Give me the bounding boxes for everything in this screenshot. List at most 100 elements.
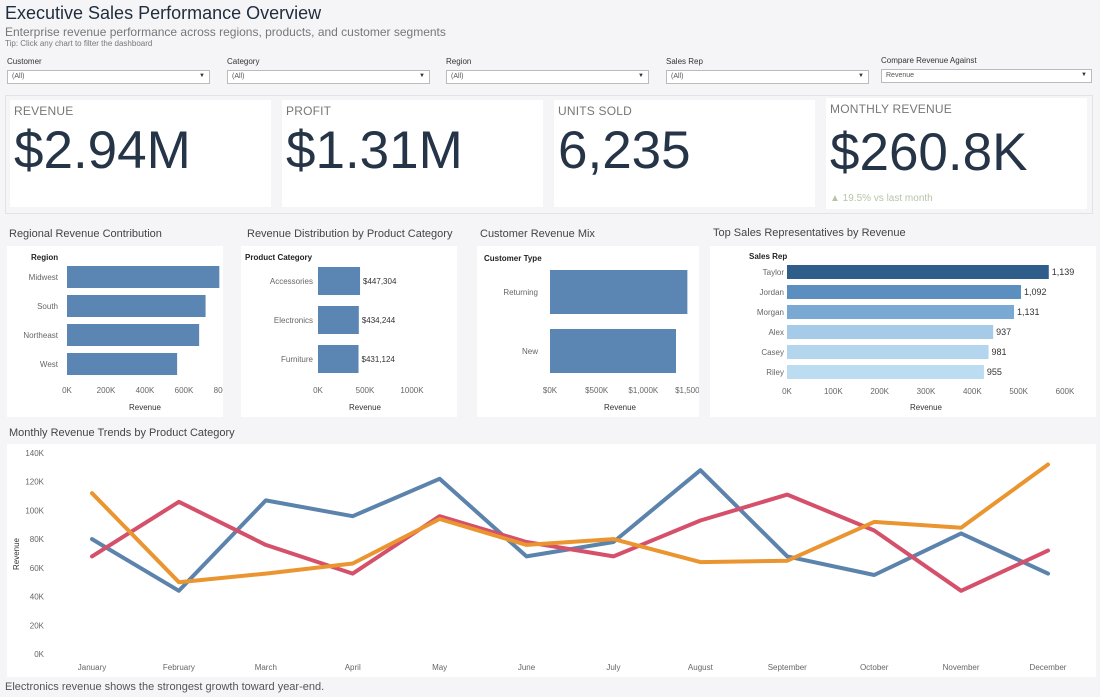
axis-label: Revenue (604, 403, 637, 412)
bar[interactable] (318, 345, 359, 373)
tick-label: 600K (175, 386, 194, 395)
tick-label: 300K (917, 387, 936, 396)
tick-label: 500K (356, 386, 375, 395)
region-select[interactable]: (All) ▼ (446, 70, 649, 84)
tick-label: $1,000K (628, 386, 658, 395)
y-tick-label: 120K (25, 478, 44, 487)
x-tick-label: December (1030, 663, 1067, 672)
data-label: $431,124 (362, 355, 396, 364)
dimension-label: Sales Rep (749, 252, 787, 261)
category-label: Taylor (763, 268, 785, 277)
page-title: Executive Sales Performance Overview (5, 3, 322, 23)
kpi-revenue[interactable]: REVENUE $2.94M (10, 100, 271, 207)
x-tick-label: July (606, 663, 620, 672)
bar[interactable] (67, 266, 220, 288)
axis-label: Revenue (910, 403, 943, 412)
dropdown-arrow-icon: ▼ (199, 73, 205, 79)
filter-value: (All) (12, 73, 25, 80)
category-label: Northeast (23, 331, 58, 340)
sales-rep-chart-panel[interactable]: Sales Rep Taylor 1,139 Jordan 1,092 Morgan 1,1… (710, 246, 1096, 417)
category-chart-panel[interactable]: Product Category Accessories $447,304 Elect… (241, 246, 457, 417)
sales-rep-chart-title: Top Sales Representatives by Revenue (713, 227, 906, 239)
category-label: South (37, 302, 58, 311)
category-label: Accessories (270, 277, 313, 286)
x-tick-label: May (432, 663, 447, 672)
filter-compare: Compare Revenue Against Revenue ▼ (881, 56, 1092, 83)
filter-value: (All) (451, 73, 464, 80)
filter-customer: Customer (All) ▼ (7, 57, 210, 84)
y-tick-label: 40K (30, 593, 45, 602)
page-subtitle: Enterprise revenue performance across re… (5, 25, 446, 39)
y-tick-label: 60K (30, 564, 45, 573)
series-line-2[interactable] (90, 492, 1050, 593)
series-line-3[interactable] (90, 462, 1050, 585)
tick-label: 100K (824, 387, 843, 396)
x-tick-label: November (943, 663, 980, 672)
category-label: Alex (768, 328, 784, 337)
customer-chart-panel[interactable]: Customer Type Returning New $0K $500K $1,000K… (477, 246, 706, 417)
bar[interactable] (67, 324, 200, 346)
filter-label: Region (446, 57, 472, 66)
filter-category: Category (All) ▼ (227, 57, 430, 84)
bar[interactable] (787, 265, 1049, 279)
dimension-label: Customer Type (484, 254, 542, 263)
kpi-label: MONTHLY REVENUE (830, 102, 952, 116)
sales-rep-select[interactable]: (All) ▼ (666, 70, 869, 84)
y-tick-label: 20K (30, 621, 45, 630)
data-label: 1,092 (1024, 287, 1047, 297)
tick-label: 200K (870, 387, 889, 396)
tick-label: 0K (782, 387, 792, 396)
monthly-trend-chart[interactable]: 0K 20K 40K 60K 80K 100K 120K 140K January Februar… (7, 444, 1096, 677)
data-label: 955 (987, 367, 1002, 377)
kpi-value: $260.8K (830, 123, 1028, 182)
bar[interactable] (550, 270, 688, 314)
trend-chart-panel[interactable]: 0K 20K 40K 60K 80K 100K 120K 140K January Februar… (7, 444, 1096, 677)
y-axis-label: Revenue (12, 537, 21, 570)
x-tick-label: February (163, 663, 195, 672)
bar[interactable] (550, 329, 676, 373)
bar[interactable] (318, 306, 359, 334)
category-label: Riley (766, 368, 784, 377)
bar[interactable] (787, 365, 984, 379)
bar[interactable] (787, 285, 1021, 299)
filter-value: (All) (671, 73, 684, 80)
bar[interactable] (787, 345, 989, 359)
kpi-profit[interactable]: PROFIT $1.31M (282, 100, 543, 207)
y-tick-label: 140K (25, 449, 44, 458)
tick-label: 1000K (400, 386, 424, 395)
regional-chart-panel[interactable]: Region Midwest South Northeast West 0K 200K 400… (7, 246, 233, 417)
tick-label: 0K (313, 386, 323, 395)
customer-select[interactable]: (All) ▼ (7, 70, 210, 84)
category-revenue-chart[interactable]: Product Category Accessories $447,304 Elect… (241, 246, 457, 417)
dropdown-arrow-icon: ▼ (858, 73, 864, 79)
x-tick-label: September (768, 663, 807, 672)
data-label: 1,131 (1017, 307, 1040, 317)
bar[interactable] (787, 325, 994, 339)
category-select[interactable]: (All) ▼ (227, 70, 430, 84)
x-tick-label: January (78, 663, 106, 672)
x-tick-label: August (688, 663, 714, 672)
kpi-label: UNITS SOLD (558, 104, 633, 118)
bar[interactable] (67, 353, 178, 375)
bar[interactable] (318, 267, 361, 295)
dimension-label: Product Category (245, 253, 313, 262)
category-label: New (522, 347, 538, 356)
axis-label: Revenue (129, 403, 162, 412)
sales-rep-chart[interactable]: Sales Rep Taylor 1,139 Jordan 1,092 Morgan 1,1… (710, 246, 1096, 417)
x-tick-label: April (345, 663, 361, 672)
page-tip: Tip: Click any chart to filter the dashb… (5, 39, 153, 48)
category-label: Casey (761, 348, 784, 357)
kpi-value: $2.94M (14, 121, 191, 180)
compare-select[interactable]: Revenue ▼ (881, 69, 1092, 83)
kpi-units-sold[interactable]: UNITS SOLD 6,235 (554, 100, 815, 207)
x-tick-label: October (860, 663, 889, 672)
category-chart-title: Revenue Distribution by Product Category (247, 228, 453, 240)
bar[interactable] (67, 295, 206, 317)
bar[interactable] (787, 305, 1015, 319)
customer-revenue-chart[interactable]: Customer Type Returning New $0K $500K $1,000K… (477, 246, 706, 417)
kpi-monthly-revenue[interactable]: MONTHLY REVENUE $260.8K ▲ 19.5% vs last … (826, 98, 1087, 209)
filter-sales-rep: Sales Rep (All) ▼ (666, 57, 869, 84)
tick-label: 600K (1056, 387, 1075, 396)
regional-revenue-chart[interactable]: Region Midwest South Northeast West 0K 200K 400… (7, 246, 233, 417)
filter-label: Customer (7, 57, 42, 66)
